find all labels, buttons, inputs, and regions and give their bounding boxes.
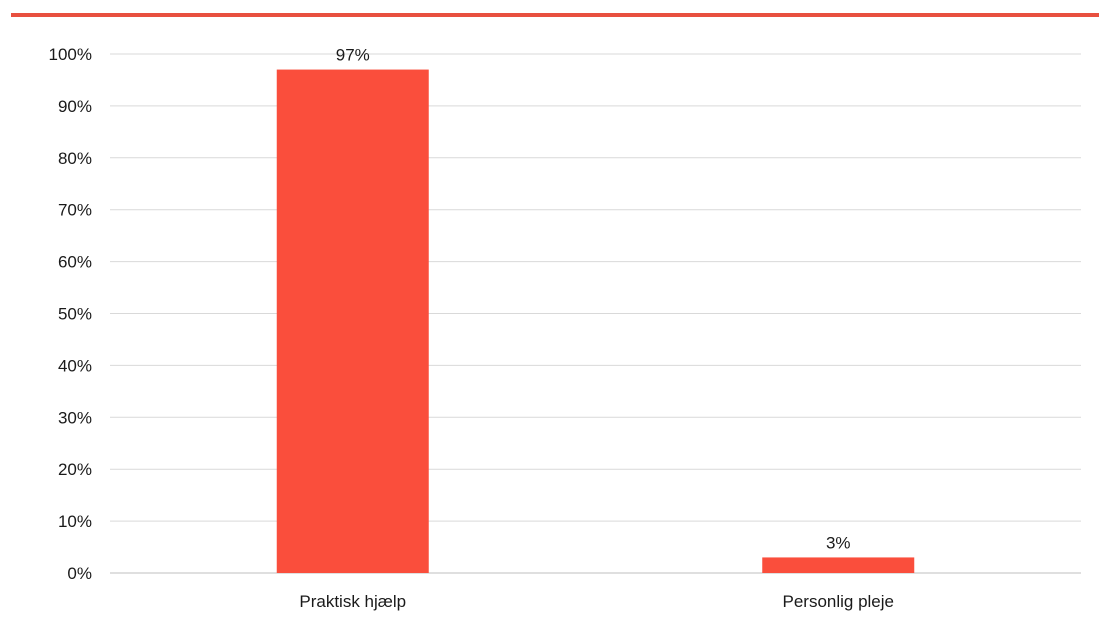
- y-tick-label: 60%: [58, 253, 92, 272]
- gridlines: [110, 53, 1081, 574]
- y-tick-label: 90%: [58, 97, 92, 116]
- y-tick-label: 40%: [58, 356, 92, 375]
- bars: [276, 69, 915, 573]
- x-category-label: Personlig pleje: [782, 592, 894, 611]
- y-tick-label: 20%: [58, 460, 92, 479]
- y-tick-label: 0%: [67, 564, 92, 583]
- x-axis-labels: Praktisk hjælp Personlig pleje: [299, 592, 894, 611]
- data-label: 97%: [336, 46, 370, 65]
- bar: [762, 557, 915, 573]
- data-label: 3%: [826, 533, 851, 552]
- y-tick-label: 50%: [58, 305, 92, 324]
- header-accent-rule: [11, 13, 1099, 17]
- y-tick-label: 80%: [58, 149, 92, 168]
- data-labels: 97% 3%: [336, 46, 851, 553]
- bar: [276, 69, 429, 573]
- y-tick-label: 10%: [58, 512, 92, 531]
- x-category-label: Praktisk hjælp: [299, 592, 406, 611]
- y-tick-label: 100%: [49, 45, 92, 64]
- y-tick-label: 30%: [58, 408, 92, 427]
- y-tick-label: 70%: [58, 201, 92, 220]
- y-axis-ticks: 0% 10% 20% 30% 40% 50% 60% 70% 80% 90% 100%: [49, 45, 92, 583]
